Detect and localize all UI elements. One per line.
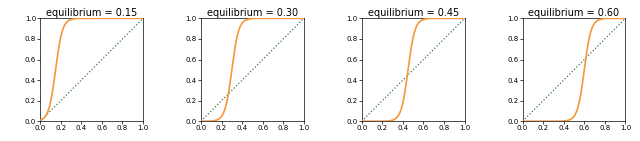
Title: equilibrium = 0.60: equilibrium = 0.60 — [529, 8, 620, 17]
Title: equilibrium = 0.45: equilibrium = 0.45 — [367, 8, 459, 17]
Title: equilibrium = 0.15: equilibrium = 0.15 — [46, 8, 137, 17]
Title: equilibrium = 0.30: equilibrium = 0.30 — [207, 8, 298, 17]
